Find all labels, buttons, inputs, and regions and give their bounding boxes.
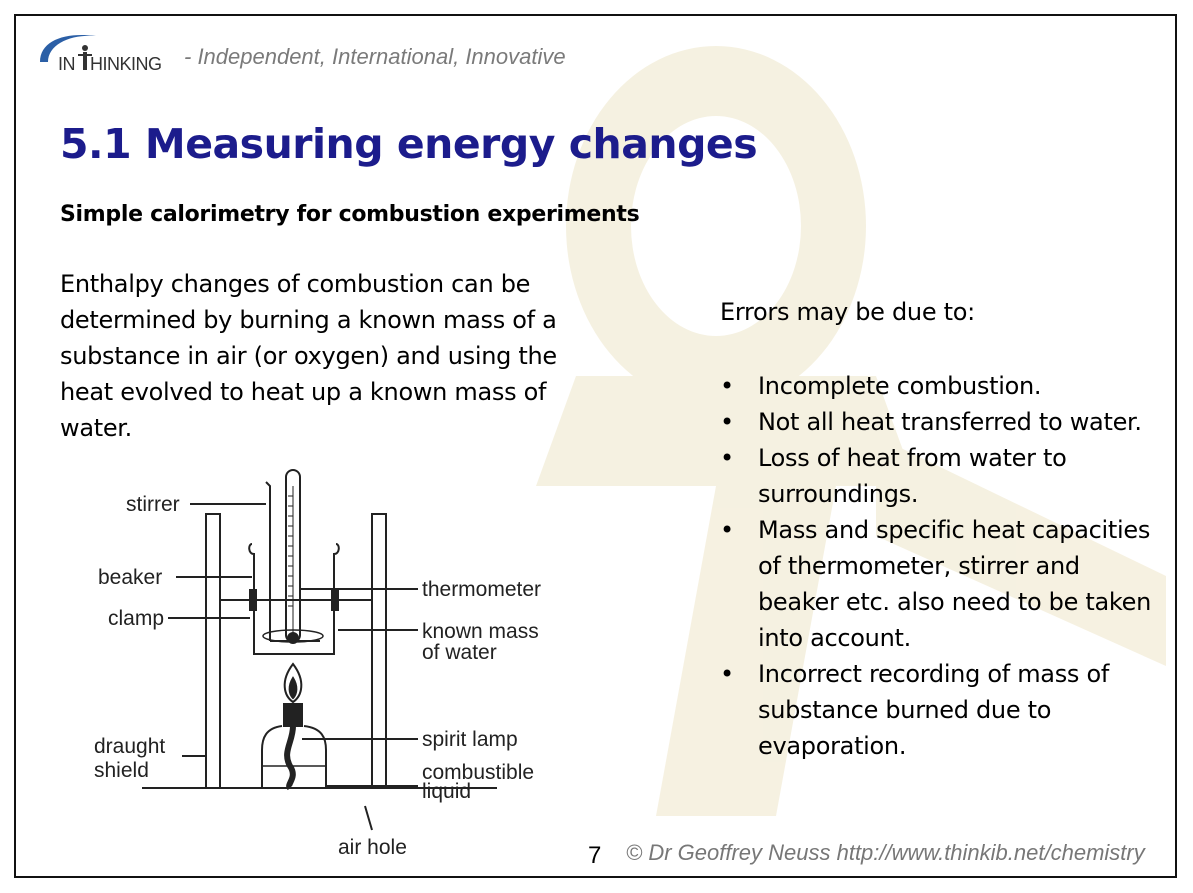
- error-item-text: Loss of heat from water to surroundings.: [758, 444, 1067, 508]
- list-item: • Incorrect recording of mass of substanc…: [716, 656, 1166, 764]
- draught-shield-left: [205, 513, 221, 789]
- bullet: •: [720, 372, 734, 400]
- label-known-mass: known mass: [422, 620, 539, 643]
- bullet: •: [720, 444, 734, 472]
- draught-shield-right: [371, 513, 387, 789]
- label-clamp: clamp: [108, 607, 164, 630]
- label-draught: draught: [94, 735, 165, 758]
- slide: IN HINKING - Independent, International,…: [14, 14, 1177, 878]
- slide-title: 5.1 Measuring energy changes: [60, 120, 758, 168]
- wick: [284, 725, 296, 791]
- svg-text:IN: IN: [58, 54, 75, 74]
- wick-holder: [283, 703, 303, 727]
- label-thermometer: thermometer: [422, 578, 541, 601]
- label-spirit-lamp: spirit lamp: [422, 728, 518, 751]
- label-air-hole: air hole: [338, 836, 407, 856]
- water-surface: [262, 629, 324, 643]
- error-item-text: Mass and specific heat capacities of the…: [758, 516, 1152, 652]
- bullet: •: [720, 516, 734, 544]
- error-item-text: Incorrect recording of mass of substance…: [758, 660, 1109, 760]
- bullet: •: [720, 660, 734, 688]
- spirit-lamp: [261, 725, 327, 789]
- list-item: • Not all heat transferred to water.: [716, 404, 1166, 440]
- calorimetry-diagram: stirrer beaker clamp draught shield ther…: [94, 469, 541, 856]
- tagline: - Independent, International, Innovative: [184, 44, 566, 69]
- clamp-right: [331, 589, 339, 611]
- list-item: • Loss of heat from water to surroundings…: [716, 440, 1166, 512]
- error-item-text: Not all heat transferred to water.: [758, 408, 1142, 436]
- page-number: 7: [588, 842, 602, 869]
- clamp-left: [249, 589, 257, 611]
- errors-heading: Errors may be due to:: [720, 298, 975, 326]
- label-combustible: combustible: [422, 761, 534, 784]
- label-beaker: beaker: [98, 566, 162, 589]
- footer-credit: © Dr Geoffrey Neuss http://www.thinkib.n…: [626, 840, 1145, 865]
- intro-paragraph: Enthalpy changes of combustion can be de…: [60, 270, 557, 442]
- label-liquid: liquid: [422, 780, 471, 803]
- inthinking-logo: IN HINKING: [40, 35, 162, 74]
- errors-list: • Incomplete combustion. • Not all heat tr…: [716, 368, 1166, 764]
- list-item: • Mass and specific heat capacities of th…: [716, 512, 1166, 656]
- slide-subtitle: Simple calorimetry for combustion experi…: [60, 202, 640, 227]
- svg-text:HINKING: HINKING: [90, 54, 162, 74]
- label-stirrer: stirrer: [126, 493, 180, 516]
- flame: [283, 662, 303, 704]
- list-item: • Incomplete combustion.: [716, 368, 1166, 404]
- label-shield: shield: [94, 759, 149, 782]
- bullet: •: [720, 408, 734, 436]
- beaker: [248, 543, 340, 655]
- label-of-water: of water: [422, 641, 497, 664]
- error-item-text: Incomplete combustion.: [758, 372, 1042, 400]
